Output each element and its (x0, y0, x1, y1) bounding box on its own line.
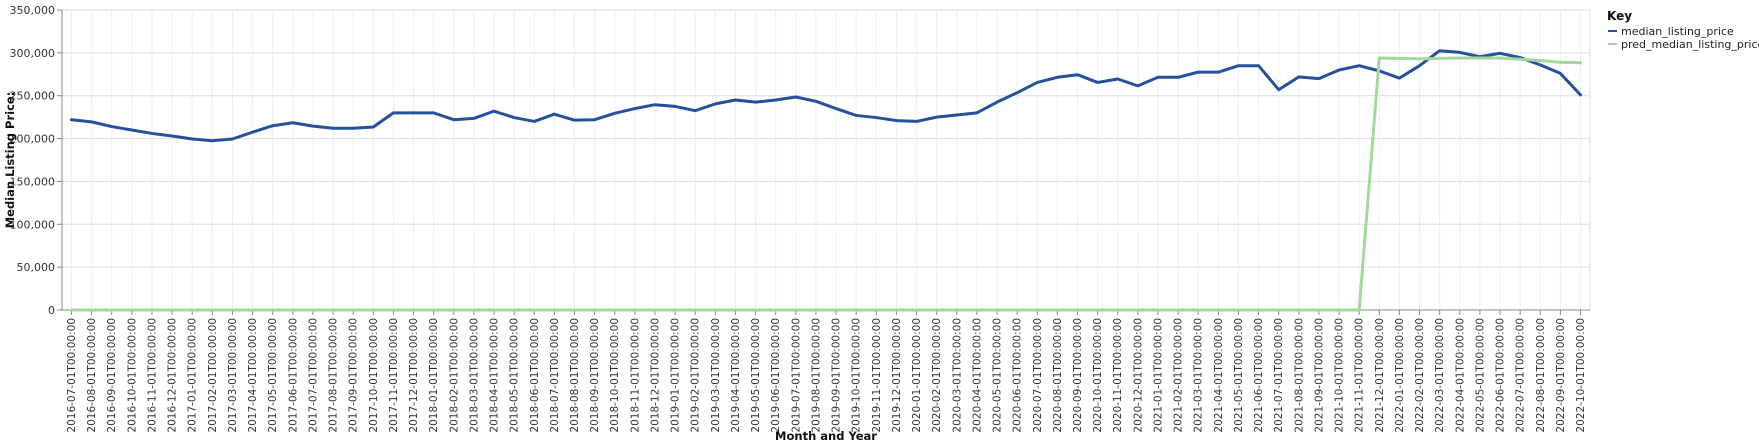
x-tick-label: 2020-06-01T00:00:00 (1012, 318, 1024, 433)
y-tick-label: 200,000 (10, 133, 56, 146)
x-tick-label: 2021-01-01T00:00:00 (1152, 318, 1164, 433)
x-axis-title: Month and Year (775, 429, 877, 443)
x-tick-label: 2021-05-01T00:00:00 (1233, 318, 1245, 433)
x-tick-label: 2022-08-01T00:00:00 (1535, 318, 1547, 433)
x-tick-label: 2017-07-01T00:00:00 (307, 318, 319, 433)
x-tick-label: 2021-10-01T00:00:00 (1334, 318, 1346, 433)
x-tick-label: 2016-09-01T00:00:00 (106, 318, 118, 433)
x-tick-label: 2020-03-01T00:00:00 (951, 318, 963, 433)
x-tick-label: 2018-02-01T00:00:00 (448, 318, 460, 433)
x-tick-label: 2022-06-01T00:00:00 (1495, 318, 1507, 433)
x-tick-label: 2020-05-01T00:00:00 (992, 318, 1004, 433)
x-tick-label: 2022-01-01T00:00:00 (1394, 318, 1406, 433)
x-tick-label: 2017-09-01T00:00:00 (348, 318, 360, 433)
x-tick-label: 2016-08-01T00:00:00 (86, 318, 98, 433)
x-tick-label: 2021-04-01T00:00:00 (1213, 318, 1225, 433)
x-tick-label: 2017-04-01T00:00:00 (247, 318, 259, 433)
x-tick-label: 2020-01-01T00:00:00 (911, 318, 923, 433)
x-tick-label: 2020-11-01T00:00:00 (1112, 318, 1124, 433)
y-tick-label: 0 (48, 304, 55, 317)
x-tick-label: 2021-07-01T00:00:00 (1273, 318, 1285, 433)
x-tick-label: 2017-02-01T00:00:00 (207, 318, 219, 433)
x-tick-label: 2022-04-01T00:00:00 (1454, 318, 1466, 433)
x-tick-label: 2017-06-01T00:00:00 (287, 318, 299, 433)
x-tick-label: 2019-06-01T00:00:00 (770, 318, 782, 433)
y-tick-label: 150,000 (10, 175, 56, 188)
x-tick-label: 2017-10-01T00:00:00 (368, 318, 380, 433)
x-tick-label: 2021-09-01T00:00:00 (1313, 318, 1325, 433)
x-tick-label: 2019-05-01T00:00:00 (750, 318, 762, 433)
y-axis-title: Median Listing Price: (3, 92, 17, 229)
x-tick-label: 2021-02-01T00:00:00 (1173, 318, 1185, 433)
x-tick-label: 2019-07-01T00:00:00 (790, 318, 802, 433)
legend-title: Key (1607, 9, 1632, 23)
x-tick-label: 2018-12-01T00:00:00 (649, 318, 661, 433)
x-tick-label: 2022-10-01T00:00:00 (1575, 318, 1587, 433)
x-tick-label: 2016-11-01T00:00:00 (146, 318, 158, 433)
x-tick-label: 2020-07-01T00:00:00 (1032, 318, 1044, 433)
x-tick-label: 2019-10-01T00:00:00 (851, 318, 863, 433)
x-tick-label: 2019-02-01T00:00:00 (690, 318, 702, 433)
x-tick-label: 2020-08-01T00:00:00 (1052, 318, 1064, 433)
x-tick-label: 2019-03-01T00:00:00 (710, 318, 722, 433)
x-tick-label: 2019-11-01T00:00:00 (871, 318, 883, 433)
x-tick-label: 2016-07-01T00:00:00 (66, 318, 78, 433)
x-tick-label: 2017-11-01T00:00:00 (388, 318, 400, 433)
x-tick-label: 2018-01-01T00:00:00 (428, 318, 440, 433)
x-tick-label: 2020-04-01T00:00:00 (971, 318, 983, 433)
x-tick-label: 2017-05-01T00:00:00 (267, 318, 279, 433)
x-tick-label: 2021-06-01T00:00:00 (1253, 318, 1265, 433)
x-axis: 2016-07-01T00:00:00 2016-08-01T00:00:00 20… (62, 309, 1590, 433)
y-tick-label: 250,000 (10, 90, 56, 103)
series-lines (70, 49, 1582, 312)
grid-lines (61, 9, 1591, 311)
x-tick-label: 2021-03-01T00:00:00 (1193, 318, 1205, 433)
x-tick-label: 2017-01-01T00:00:00 (187, 318, 199, 433)
series-line-pred-median-listing-price (70, 56, 1582, 312)
x-tick-label: 2018-10-01T00:00:00 (609, 318, 621, 433)
x-tick-label: 2022-09-01T00:00:00 (1555, 318, 1567, 433)
legend-label: median_listing_price (1621, 25, 1734, 38)
x-tick-label: 2018-03-01T00:00:00 (468, 318, 480, 433)
x-tick-label: 2020-02-01T00:00:00 (931, 318, 943, 433)
y-axis: 0 50,000 100,000 150,000 200,000 250,000 300,0… (10, 4, 63, 317)
x-tick-label: 2016-12-01T00:00:00 (167, 318, 179, 433)
x-tick-label: 2020-10-01T00:00:00 (1092, 318, 1104, 433)
plot-frame (61, 9, 1591, 311)
x-tick-label: 2018-09-01T00:00:00 (589, 318, 601, 433)
x-tick-label: 2019-12-01T00:00:00 (891, 318, 903, 433)
x-tick-label: 2021-08-01T00:00:00 (1293, 318, 1305, 433)
x-tick-label: 2018-05-01T00:00:00 (509, 318, 521, 433)
x-tick-label: 2016-10-01T00:00:00 (126, 318, 138, 433)
y-tick-label: 100,000 (10, 218, 56, 231)
x-tick-label: 2022-02-01T00:00:00 (1414, 318, 1426, 433)
x-tick-label: 2017-08-01T00:00:00 (328, 318, 340, 433)
x-tick-label: 2018-04-01T00:00:00 (489, 318, 501, 433)
x-tick-label: 2022-03-01T00:00:00 (1434, 318, 1446, 433)
x-tick-label: 2021-11-01T00:00:00 (1354, 318, 1366, 433)
x-tick-label: 2019-04-01T00:00:00 (730, 318, 742, 433)
legend-label: pred_median_listing_price (1621, 38, 1759, 51)
x-tick-label: 2020-09-01T00:00:00 (1072, 318, 1084, 433)
x-tick-label: 2018-06-01T00:00:00 (529, 318, 541, 433)
y-tick-label: 300,000 (10, 47, 56, 60)
x-tick-label: 2017-03-01T00:00:00 (227, 318, 239, 433)
x-tick-label: 2018-08-01T00:00:00 (569, 318, 581, 433)
x-tick-label: 2018-11-01T00:00:00 (629, 318, 641, 433)
series-line-median-listing-price (70, 49, 1582, 143)
x-tick-label: 2021-12-01T00:00:00 (1374, 318, 1386, 433)
x-tick-label: 2019-09-01T00:00:00 (831, 318, 843, 433)
x-tick-label: 2018-07-01T00:00:00 (549, 318, 561, 433)
y-tick-label: 50,000 (17, 261, 56, 274)
x-tick-label: 2017-12-01T00:00:00 (408, 318, 420, 433)
legend: Key median_listing_pricepred_median_list… (1607, 9, 1759, 51)
y-tick-label: 350,000 (10, 4, 56, 17)
x-tick-label: 2019-01-01T00:00:00 (670, 318, 682, 433)
x-tick-label: 2022-07-01T00:00:00 (1515, 318, 1527, 433)
x-tick-label: 2019-08-01T00:00:00 (810, 318, 822, 433)
x-tick-label: 2022-05-01T00:00:00 (1474, 318, 1486, 433)
x-tick-label: 2020-12-01T00:00:00 (1132, 318, 1144, 433)
